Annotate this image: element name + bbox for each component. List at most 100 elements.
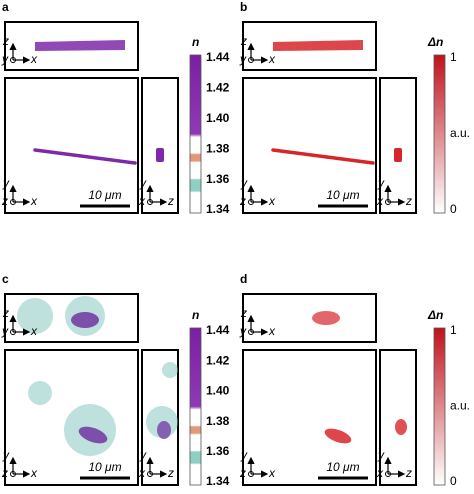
panel-label: c <box>2 272 9 286</box>
axis-label: x <box>268 324 276 338</box>
axis-label: y <box>239 52 247 66</box>
axis-label: z <box>240 306 247 320</box>
axis-dot <box>385 471 391 477</box>
specimen <box>394 148 402 162</box>
axis-label: y <box>2 448 10 462</box>
colorbar-tick-label: 1.44 <box>206 323 230 337</box>
colorbar-title: Δn <box>427 308 443 322</box>
colorbar-title: Δn <box>427 35 443 49</box>
axis-dot <box>10 329 16 335</box>
colorbar-tick-label: 1.38 <box>206 141 230 155</box>
specimen <box>273 40 363 51</box>
panel-label: a <box>2 0 9 14</box>
view-box <box>141 349 179 486</box>
colorbar-tick-label: 1.40 <box>206 384 230 398</box>
axis-label: y <box>139 176 147 190</box>
view-box <box>379 77 417 214</box>
axis-label: x <box>376 466 384 480</box>
colorbar-tick-label: 1.40 <box>206 111 230 125</box>
axis-label: x <box>138 194 146 208</box>
axis-label: x <box>268 52 276 66</box>
view-box <box>141 77 179 214</box>
colorbar-tick-label: 1 <box>450 323 457 337</box>
colorbar <box>189 54 202 214</box>
scale-bar-label: 10 μm <box>326 460 359 474</box>
axis-label: x <box>138 466 146 480</box>
specimen <box>395 419 407 435</box>
axis-dot <box>147 199 153 205</box>
axis-label: y <box>240 448 248 462</box>
colorbar-tick-label: 0 <box>450 202 457 216</box>
axis-label: z <box>2 306 9 320</box>
colorbar-tick-label: a.u. <box>450 126 470 140</box>
colorbar-tick-label: 1.38 <box>206 414 230 428</box>
axis-label: x <box>268 466 276 480</box>
view-box <box>4 293 139 343</box>
specimen <box>78 426 108 444</box>
axis-label: y <box>377 176 385 190</box>
panel-label: b <box>240 0 247 14</box>
axis-label: y <box>1 52 9 66</box>
colorbar-title: n <box>192 308 199 322</box>
axis-dot <box>10 57 16 63</box>
scale-bar-label: 10 μm <box>326 188 359 202</box>
colorbar-tick-label: 1.36 <box>206 172 230 186</box>
axis-label: z <box>405 194 412 208</box>
axis-dot <box>248 57 254 63</box>
specimen <box>271 148 375 165</box>
axis-label: y <box>377 448 385 462</box>
axis-label: z <box>239 194 246 208</box>
axis-dot <box>10 199 16 205</box>
specimen <box>312 311 340 325</box>
axis-dot <box>248 329 254 335</box>
specimen <box>156 148 164 162</box>
colorbar-tick-label: 1.34 <box>206 202 230 216</box>
colorbar-tick-label: 1.42 <box>206 353 230 367</box>
axis-label: z <box>240 34 247 48</box>
axis-label: z <box>405 466 412 480</box>
axis-label: x <box>376 194 384 208</box>
scale-bar-label: 10 μm <box>88 188 121 202</box>
axis-label: y <box>239 324 247 338</box>
view-box <box>379 349 417 486</box>
colorbar-tick-label: a.u. <box>450 399 470 413</box>
colorbar-tick-label: 1 <box>450 50 457 64</box>
axis-dot <box>248 199 254 205</box>
axis-label: x <box>30 52 38 66</box>
axis-dot <box>147 471 153 477</box>
colorbar <box>433 54 446 214</box>
view-box <box>4 77 139 214</box>
colorbar-tick-label: 1.44 <box>206 50 230 64</box>
specimen <box>162 362 178 378</box>
axis-label: z <box>167 194 174 208</box>
colorbar-tick-label: 1.42 <box>206 81 230 95</box>
panel-label: d <box>240 272 247 286</box>
axis-label: y <box>139 448 147 462</box>
specimen <box>71 312 99 328</box>
axis-label: z <box>1 466 8 480</box>
axis-label: x <box>30 324 38 338</box>
view-box <box>4 21 139 71</box>
colorbar-tick-label: 0 <box>450 474 457 488</box>
axis-label: z <box>1 194 8 208</box>
axis-label: z <box>167 466 174 480</box>
axis-label: x <box>30 466 38 480</box>
specimen <box>28 381 52 405</box>
axis-dot <box>385 199 391 205</box>
colorbar-title: n <box>192 35 199 49</box>
colorbar-tick-label: 1.34 <box>206 474 230 488</box>
axis-label: z <box>2 34 9 48</box>
colorbar-tick-label: 1.36 <box>206 444 230 458</box>
axis-dot <box>248 471 254 477</box>
colorbar <box>189 327 202 486</box>
axis-label: z <box>239 466 246 480</box>
axis-label: x <box>268 194 276 208</box>
specimen <box>33 148 137 165</box>
specimen <box>157 421 171 439</box>
specimen <box>17 298 53 334</box>
